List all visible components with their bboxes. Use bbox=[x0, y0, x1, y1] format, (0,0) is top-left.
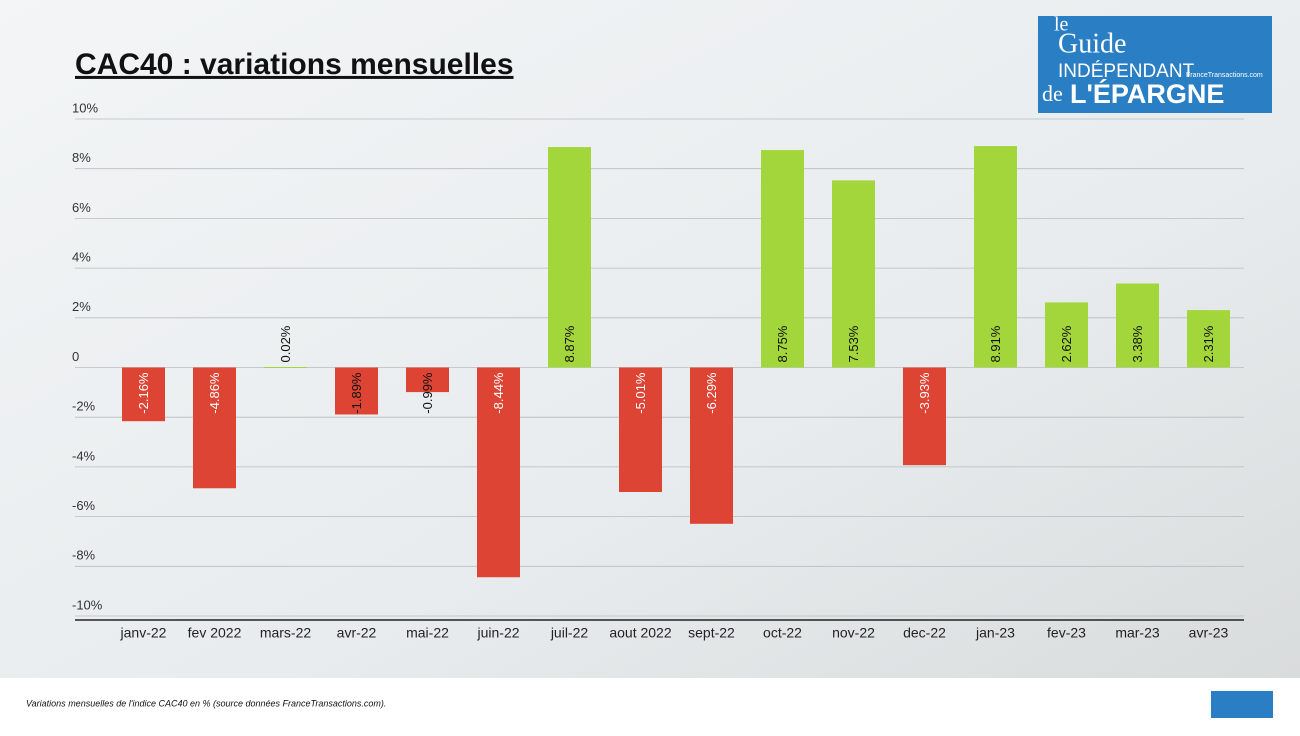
bar bbox=[264, 367, 307, 369]
x-tick-label: oct-22 bbox=[763, 625, 802, 641]
y-tick-label: 8% bbox=[72, 150, 91, 165]
logo-box bbox=[1211, 691, 1273, 718]
value-label: 2.62% bbox=[1059, 325, 1074, 362]
y-tick-label: -8% bbox=[72, 548, 96, 563]
bar bbox=[477, 367, 520, 578]
bar bbox=[903, 367, 946, 466]
logo-text: INDÉPENDANT bbox=[1058, 61, 1195, 82]
x-tick-label: fev 2022 bbox=[188, 625, 242, 641]
bar bbox=[1187, 310, 1230, 368]
bar bbox=[974, 146, 1017, 368]
value-label: -8.44% bbox=[491, 372, 506, 414]
logo-text: Guide bbox=[1058, 28, 1126, 59]
value-label: -1.89% bbox=[349, 372, 364, 414]
chart-title: CAC40 : variations mensuelles bbox=[75, 48, 514, 81]
x-tick-label: mai-22 bbox=[406, 625, 449, 641]
bar bbox=[406, 367, 449, 393]
value-label: -2.16% bbox=[136, 372, 151, 414]
x-tick-label: janv-22 bbox=[120, 625, 167, 641]
x-tick-label: mars-22 bbox=[260, 625, 312, 641]
x-tick-label: avr-23 bbox=[1189, 625, 1229, 641]
y-tick-label: 2% bbox=[72, 299, 91, 314]
bar bbox=[335, 367, 378, 415]
logo-text: de bbox=[1042, 81, 1063, 106]
x-tick-label: sept-22 bbox=[688, 625, 735, 641]
value-label: 7.53% bbox=[846, 325, 861, 362]
x-tick-label: nov-22 bbox=[832, 625, 875, 641]
value-label: -0.99% bbox=[420, 372, 435, 414]
logo-text: le bbox=[1054, 14, 1069, 36]
logo-box bbox=[1038, 16, 1272, 113]
y-tick-label: 4% bbox=[72, 250, 91, 265]
x-tick-label: aout 2022 bbox=[609, 625, 671, 641]
value-label: -6.29% bbox=[704, 372, 719, 414]
logo-text: L'ÉPARGNE bbox=[1070, 78, 1224, 109]
y-tick-label: -2% bbox=[72, 399, 96, 414]
y-tick-label: 0 bbox=[72, 349, 79, 364]
bar bbox=[619, 367, 662, 492]
value-label: 8.91% bbox=[988, 325, 1003, 362]
x-tick-label: fev-23 bbox=[1047, 625, 1086, 641]
logo-text: FranceTransactions.com bbox=[1186, 72, 1263, 79]
footer bbox=[0, 678, 1300, 731]
value-label: 2.31% bbox=[1201, 325, 1216, 362]
y-tick-label: 10% bbox=[72, 100, 98, 115]
x-tick-label: avr-22 bbox=[337, 625, 377, 641]
caption: Variations mensuelles de l'indice CAC40 … bbox=[26, 698, 386, 708]
logo: le Guide INDÉPENDANT FranceTransactions.… bbox=[1038, 14, 1272, 113]
bar bbox=[1045, 302, 1088, 368]
value-label: 8.75% bbox=[775, 325, 790, 362]
bar bbox=[193, 367, 236, 489]
bar bbox=[1116, 283, 1159, 368]
bar bbox=[832, 180, 875, 368]
value-label: 8.87% bbox=[562, 325, 577, 362]
small-logo bbox=[1211, 691, 1273, 718]
y-tick-label: -4% bbox=[72, 448, 96, 463]
y-tick-label: 6% bbox=[72, 200, 91, 215]
value-label: -5.01% bbox=[633, 372, 648, 414]
value-label: 3.38% bbox=[1130, 325, 1145, 362]
value-label: 0.02% bbox=[278, 325, 293, 362]
bar bbox=[122, 367, 165, 422]
x-tick-label: juin-22 bbox=[476, 625, 519, 641]
x-tick-label: juil-22 bbox=[550, 625, 589, 641]
value-label: -4.86% bbox=[207, 372, 222, 414]
x-tick-label: mar-23 bbox=[1115, 625, 1160, 641]
x-tick-label: dec-22 bbox=[903, 625, 946, 641]
bar bbox=[548, 147, 591, 368]
y-tick-label: -10% bbox=[72, 597, 103, 612]
bar bbox=[690, 367, 733, 524]
x-tick-label: jan-23 bbox=[975, 625, 1015, 641]
y-tick-label: -6% bbox=[72, 498, 96, 513]
value-label: -3.93% bbox=[917, 372, 932, 414]
bar bbox=[761, 150, 804, 368]
